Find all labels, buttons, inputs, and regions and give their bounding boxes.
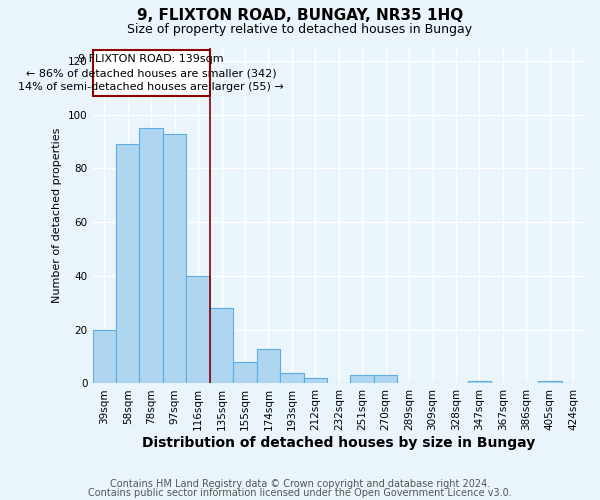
Text: Size of property relative to detached houses in Bungay: Size of property relative to detached ho… <box>127 22 473 36</box>
Bar <box>468 381 491 384</box>
Text: 9, FLIXTON ROAD, BUNGAY, NR35 1HQ: 9, FLIXTON ROAD, BUNGAY, NR35 1HQ <box>137 8 463 22</box>
Bar <box>163 134 187 384</box>
Bar <box>538 381 562 384</box>
Bar <box>304 378 327 384</box>
Y-axis label: Number of detached properties: Number of detached properties <box>52 128 62 303</box>
Bar <box>374 376 397 384</box>
Bar <box>187 276 210 384</box>
Bar <box>233 362 257 384</box>
Text: 14% of semi-detached houses are larger (55) →: 14% of semi-detached houses are larger (… <box>18 82 284 92</box>
FancyBboxPatch shape <box>92 50 210 96</box>
Text: Contains HM Land Registry data © Crown copyright and database right 2024.: Contains HM Land Registry data © Crown c… <box>110 479 490 489</box>
Text: 9 FLIXTON ROAD: 139sqm: 9 FLIXTON ROAD: 139sqm <box>79 54 224 64</box>
X-axis label: Distribution of detached houses by size in Bungay: Distribution of detached houses by size … <box>142 436 535 450</box>
Bar <box>280 372 304 384</box>
Bar <box>116 144 139 384</box>
Bar <box>210 308 233 384</box>
Text: ← 86% of detached houses are smaller (342): ← 86% of detached houses are smaller (34… <box>26 68 277 78</box>
Bar <box>257 348 280 384</box>
Text: Contains public sector information licensed under the Open Government Licence v3: Contains public sector information licen… <box>88 488 512 498</box>
Bar <box>92 330 116 384</box>
Bar <box>139 128 163 384</box>
Bar <box>350 376 374 384</box>
